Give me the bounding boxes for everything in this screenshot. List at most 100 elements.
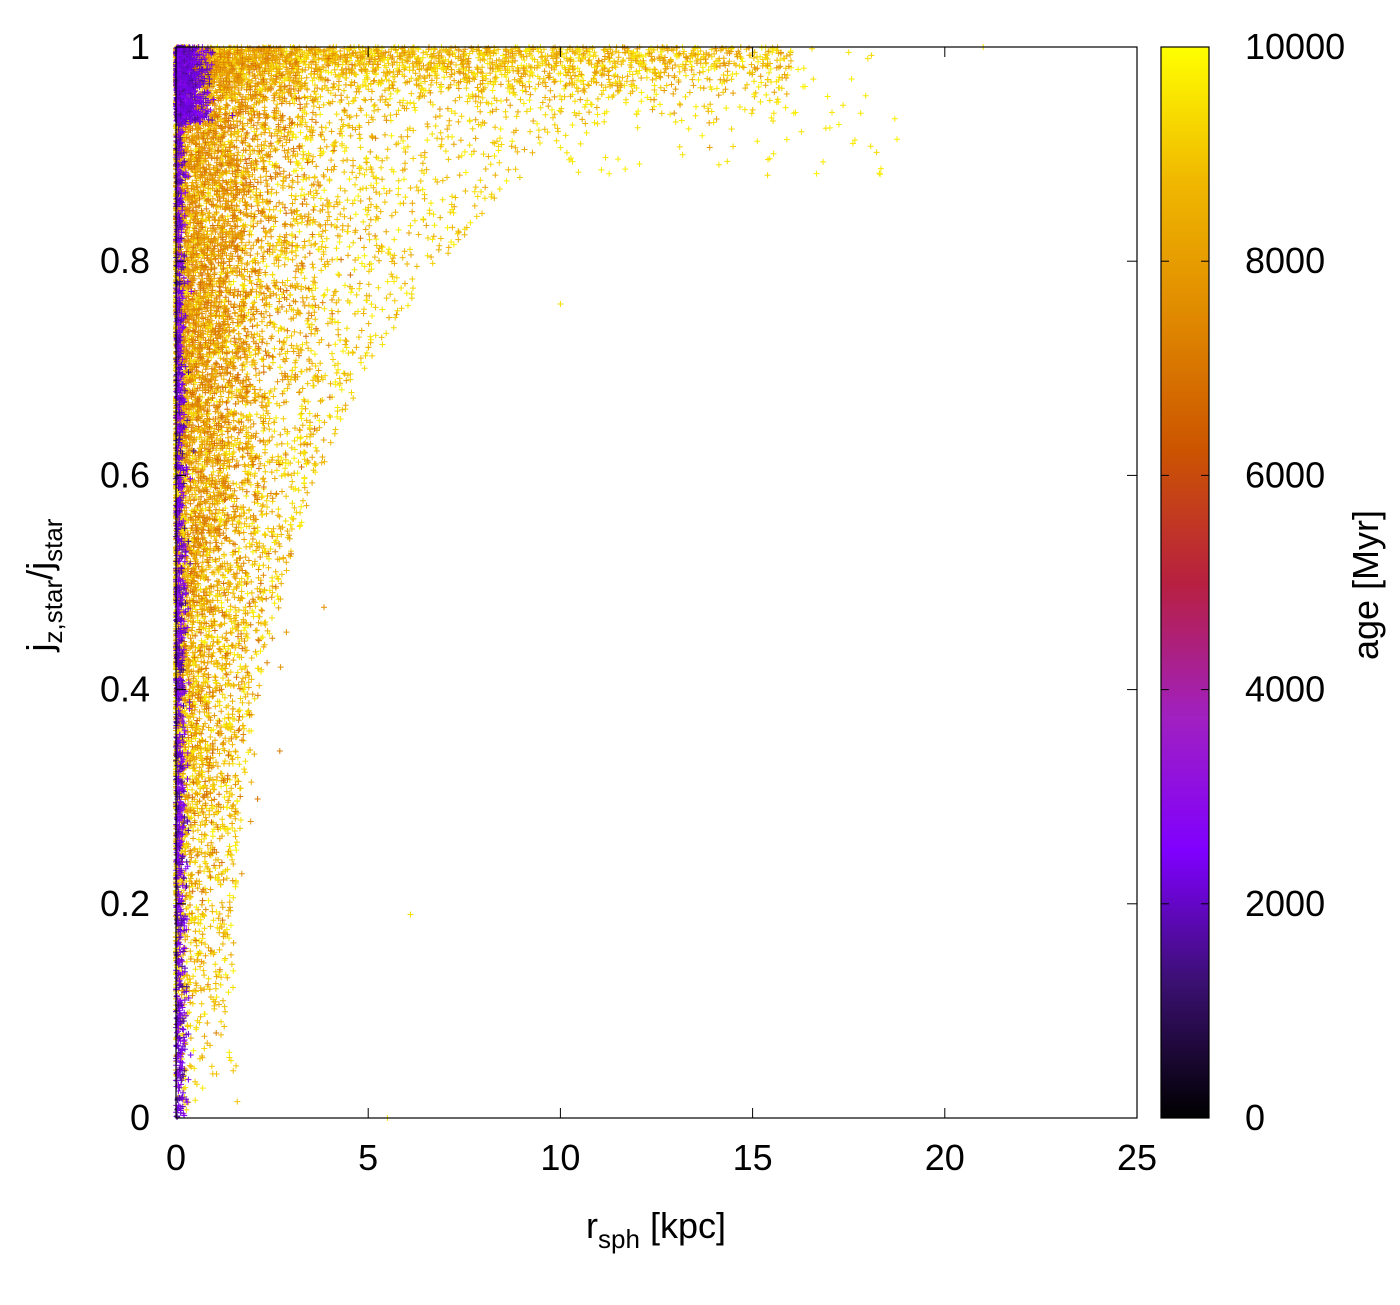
scatter-point-group (179, 983, 186, 990)
scatter-point-group (173, 44, 884, 1056)
scatter-point-group (371, 46, 462, 75)
scatter-point-group (173, 44, 987, 1121)
scatter-point-group (173, 50, 780, 1001)
scatter-point-group (173, 45, 698, 1029)
scatter-point-group (180, 480, 187, 487)
y-tick-label: 0 (130, 1097, 150, 1138)
scatter-point-group (173, 46, 842, 1041)
plot-frame (175, 46, 1138, 1119)
colorbar (1160, 46, 1210, 1119)
colorbar-tick-label: 6000 (1245, 454, 1325, 495)
scatter-point-group (173, 45, 898, 1039)
scatter-point-group (174, 46, 182, 104)
scatter-point-group (173, 45, 756, 1000)
y-tick-label: 0.6 (100, 454, 150, 495)
x-tick-label: 25 (1117, 1137, 1157, 1178)
scatter-point-group (173, 45, 730, 1025)
scatter-point-group (173, 45, 781, 1039)
scatter-point-group (173, 44, 193, 666)
x-axis-title: rsph [kpc] (586, 1205, 726, 1254)
scatter-point-group (173, 45, 720, 1089)
scatter-point-group (179, 1004, 186, 1011)
colorbar-title: age [Myr] (1345, 510, 1386, 660)
scatter-point-group (177, 77, 199, 1025)
y-axis-title: jz,star/jstar (19, 518, 68, 652)
x-tick-label: 20 (925, 1137, 965, 1178)
scatter-point-group (173, 44, 728, 887)
scatter-point-group (182, 93, 198, 636)
scatter-point-group (181, 802, 188, 809)
y-axis-title-part2: /j (19, 562, 60, 580)
scatter-point-group (173, 100, 209, 808)
scatter-point-group (173, 44, 782, 1015)
scatter-point-group (174, 113, 185, 1009)
scatter-point-group (173, 44, 875, 1061)
scatter-point-group (173, 44, 794, 990)
colorbar-tick-label: 10000 (1245, 26, 1345, 67)
scatter-point-group (173, 45, 711, 1105)
scatter-point-group (176, 58, 194, 222)
scatter-point-group (173, 44, 695, 908)
scatter-points (173, 44, 987, 1121)
scatter-point-group (190, 75, 198, 116)
colorbar-tick-label: 0 (1245, 1097, 1265, 1138)
scatter-point-group (183, 102, 195, 123)
scatter-point-group (176, 409, 189, 651)
scatter-point-group (173, 44, 793, 1033)
scatter-point-group (174, 55, 271, 410)
colorbar-tick-label: 4000 (1245, 669, 1325, 710)
scatter-point-group (173, 44, 864, 955)
scatter-point-group (192, 65, 199, 72)
scatter-point-group (174, 1033, 181, 1120)
scatter-point-group (178, 68, 189, 920)
scatter-point-group (177, 82, 184, 89)
x-tick-label: 5 (358, 1137, 378, 1178)
scatter-point-group (173, 45, 697, 1092)
scatter-point-group (174, 393, 182, 418)
scatter-point-group (174, 55, 199, 92)
scatter-point-group (174, 70, 202, 532)
scatter-point-group (176, 69, 311, 788)
scatter-point-group (173, 44, 771, 1017)
scatter-point-group (225, 45, 288, 837)
scatter-point-group (187, 65, 194, 92)
scatter-point-group (173, 44, 790, 987)
scatter-point-group (180, 85, 236, 543)
scatter-point-group (173, 44, 782, 1103)
scatter-point-group (174, 89, 186, 125)
scatter-point-group (174, 602, 185, 946)
x-axis-title-sub: sph (598, 1224, 640, 1254)
scatter-point-group (173, 47, 762, 996)
scatter-point-group (173, 46, 760, 1026)
scatter-point-group (176, 630, 183, 637)
scatter-point-group (173, 44, 744, 994)
scatter-point-group (173, 55, 345, 895)
scatter-point-group (173, 49, 696, 1058)
scatter-point-group (174, 77, 188, 791)
scatter-point-group (177, 111, 188, 532)
colorbar-tick-label: 8000 (1245, 240, 1325, 281)
scatter-point-group (181, 48, 199, 87)
scatter-point-group (177, 61, 293, 858)
scatter-point-group (173, 46, 750, 1078)
scatter-point-group (173, 47, 847, 1104)
x-axis-title-unit: [kpc] (640, 1205, 726, 1246)
scatter-point-group (182, 103, 189, 110)
scatter-point-group (178, 93, 189, 110)
scatter-point-group (176, 130, 184, 956)
y-tick-label: 0.4 (100, 669, 150, 710)
scatter-point-group (173, 45, 771, 938)
scatter-point-group (173, 44, 784, 814)
x-axis-title-main: r (586, 1205, 598, 1246)
scatter-point-group (174, 48, 742, 998)
scatter-point-group (173, 48, 379, 962)
x-tick-label: 15 (733, 1137, 773, 1178)
x-tick-label: 0 (166, 1137, 186, 1178)
scatter-point-group (180, 89, 208, 731)
scatter-point-group (173, 45, 746, 1024)
y-axis-title-sub2: star (38, 518, 68, 562)
scatter-point-group (173, 445, 181, 820)
scatter-point-group (173, 45, 869, 1100)
scatter-point-group (174, 115, 198, 537)
